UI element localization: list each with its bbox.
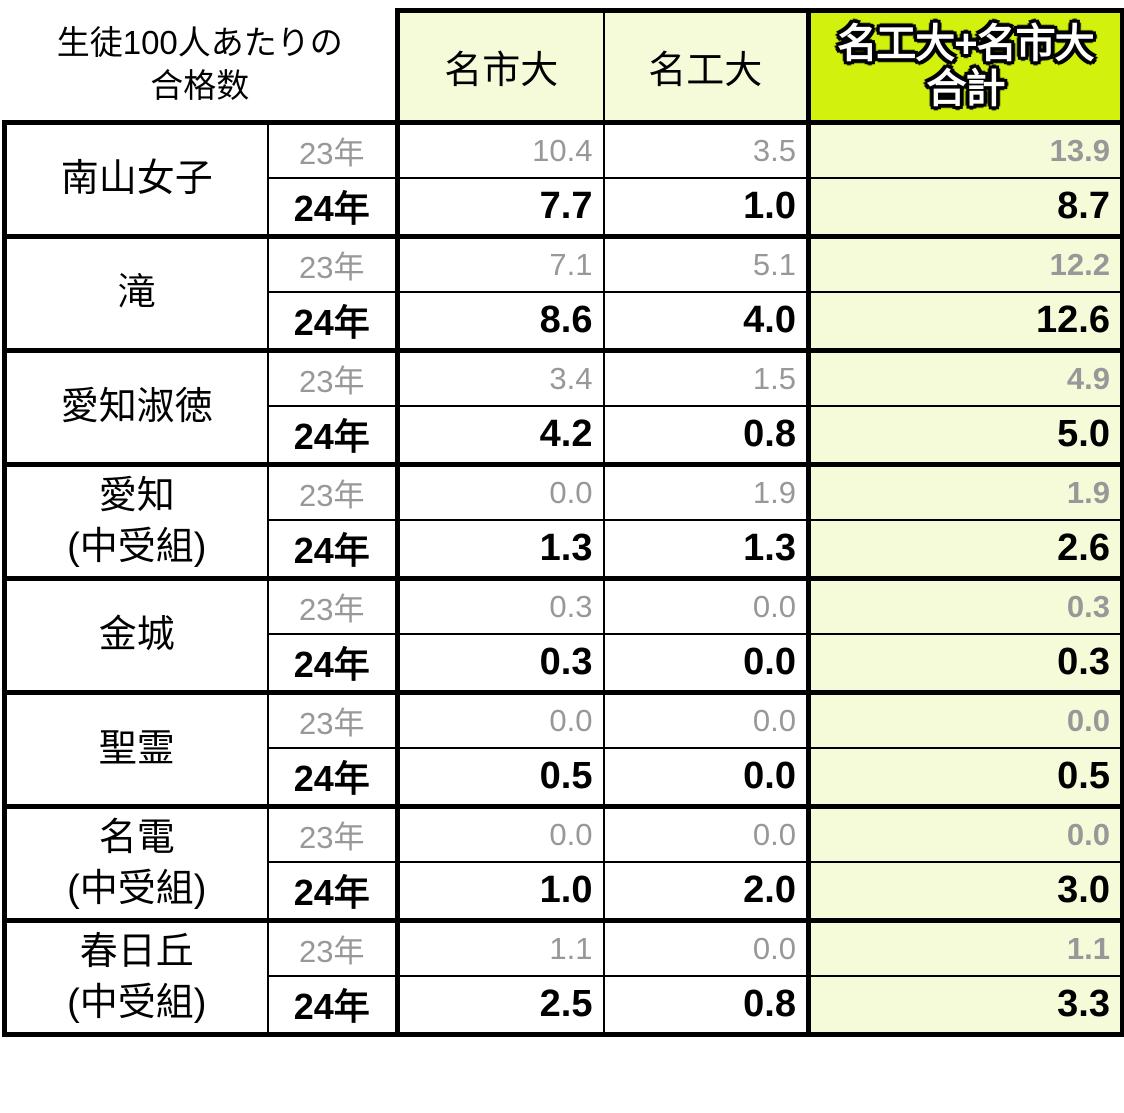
value-meishidai: 10.4 — [397, 120, 605, 179]
school-name: 春日丘 (中受組) — [2, 918, 269, 1037]
value-meishidai: 1.0 — [397, 861, 605, 923]
value-meishidai: 7.7 — [397, 177, 605, 239]
value-meishidai: 0.0 — [397, 690, 605, 749]
value-total: 0.3 — [808, 576, 1124, 635]
value-total: 2.6 — [808, 519, 1124, 581]
value-meishidai: 0.0 — [397, 462, 605, 521]
year-label: 23年 — [267, 690, 400, 749]
school-name: 愛知 (中受組) — [2, 462, 269, 581]
value-total: 1.9 — [808, 462, 1124, 521]
value-meikodai: 1.0 — [603, 177, 811, 239]
year-label: 24年 — [267, 291, 400, 353]
year-label: 23年 — [267, 234, 400, 293]
value-meikodai: 0.0 — [603, 633, 811, 695]
table-row: 滝 23年 7.1 5.1 12.2 — [2, 234, 1124, 353]
value-meishidai: 3.4 — [397, 348, 605, 407]
value-total: 0.0 — [808, 804, 1124, 863]
year-label: 24年 — [267, 177, 400, 239]
year-label: 23年 — [267, 576, 400, 635]
value-meikodai: 3.5 — [603, 120, 811, 179]
admissions-per-100-students-table: 生徒100人あたりの 合格数 名市大 名工大 名工大+名市大 合計 南山女子 2… — [2, 8, 1124, 1037]
value-meikodai: 2.0 — [603, 861, 811, 923]
value-meishidai: 0.3 — [397, 576, 605, 635]
value-meikodai: 0.8 — [603, 975, 811, 1037]
table-row: 聖霊 23年 0.0 0.0 0.0 — [2, 690, 1124, 809]
year-label: 24年 — [267, 519, 400, 581]
table-row: 24年 8.6 4.0 12.6 — [5, 291, 1124, 353]
value-total: 5.0 — [808, 405, 1124, 467]
value-total: 0.0 — [808, 690, 1124, 749]
table-row: 春日丘 (中受組) 23年 1.1 0.0 1.1 — [2, 918, 1124, 1037]
value-meishidai: 8.6 — [397, 291, 605, 353]
value-meishidai: 4.2 — [397, 405, 605, 467]
value-total: 1.1 — [808, 918, 1124, 977]
value-meishidai: 2.5 — [397, 975, 605, 1037]
value-meishidai: 1.3 — [397, 519, 605, 581]
value-meikodai: 0.0 — [603, 918, 811, 977]
value-total: 12.6 — [808, 291, 1124, 353]
table-row: 24年 2.5 0.8 3.3 — [5, 975, 1124, 1037]
column-header-total: 名工大+名市大 合計 — [806, 8, 1124, 125]
table-row: 24年 0.3 0.0 0.3 — [5, 633, 1124, 695]
table-row: 愛知 (中受組) 23年 0.0 1.9 1.9 — [2, 462, 1124, 581]
value-meikodai: 0.0 — [603, 576, 811, 635]
value-meikodai: 4.0 — [603, 291, 811, 353]
value-meikodai: 5.1 — [603, 234, 811, 293]
value-meikodai: 0.0 — [603, 690, 811, 749]
table-row: 24年 4.2 0.8 5.0 — [5, 405, 1124, 467]
year-label: 23年 — [267, 120, 400, 179]
year-label: 23年 — [267, 918, 400, 977]
year-label: 23年 — [267, 348, 400, 407]
year-label: 23年 — [267, 462, 400, 521]
year-label: 24年 — [267, 975, 400, 1037]
table-row: 名電 (中受組) 23年 0.0 0.0 0.0 — [2, 804, 1124, 923]
header-row: 生徒100人あたりの 合格数 名市大 名工大 名工大+名市大 合計 — [4, 8, 1124, 125]
table-row: 愛知淑徳 23年 3.4 1.5 4.9 — [2, 348, 1124, 467]
school-name: 名電 (中受組) — [2, 804, 269, 923]
year-label: 24年 — [267, 633, 400, 695]
value-total: 8.7 — [808, 177, 1124, 239]
value-total: 4.9 — [808, 348, 1124, 407]
table-row: 金城 23年 0.3 0.0 0.3 — [2, 576, 1124, 695]
value-total: 3.3 — [808, 975, 1124, 1037]
table-row: 24年 7.7 1.0 8.7 — [5, 177, 1124, 239]
column-header-meishidai: 名市大 — [395, 8, 605, 125]
school-name: 聖霊 — [2, 690, 269, 809]
school-name: 愛知淑徳 — [2, 348, 269, 467]
value-meishidai: 1.1 — [397, 918, 605, 977]
value-total: 12.2 — [808, 234, 1124, 293]
page: 生徒100人あたりの 合格数 名市大 名工大 名工大+名市大 合計 南山女子 2… — [2, 8, 1124, 1037]
year-label: 24年 — [267, 405, 400, 467]
value-meikodai: 0.8 — [603, 405, 811, 467]
table-title: 生徒100人あたりの 合格数 — [4, 10, 398, 123]
value-meikodai: 0.0 — [603, 804, 811, 863]
school-name: 南山女子 — [2, 120, 269, 239]
table-row: 南山女子 23年 10.4 3.5 13.9 — [2, 120, 1124, 239]
column-header-meikodai: 名工大 — [602, 8, 811, 125]
value-meikodai: 1.3 — [603, 519, 811, 581]
value-meishidai: 0.5 — [397, 747, 605, 809]
value-meishidai: 0.0 — [397, 804, 605, 863]
value-total: 0.5 — [808, 747, 1124, 809]
table-row: 24年 0.5 0.0 0.5 — [5, 747, 1124, 809]
table-row: 24年 1.0 2.0 3.0 — [5, 861, 1124, 923]
school-name: 金城 — [2, 576, 269, 695]
value-meishidai: 0.3 — [397, 633, 605, 695]
value-total: 0.3 — [808, 633, 1124, 695]
school-name: 滝 — [2, 234, 269, 353]
table-row: 24年 1.3 1.3 2.6 — [5, 519, 1124, 581]
value-meikodai: 1.5 — [603, 348, 811, 407]
year-label: 24年 — [267, 747, 400, 809]
value-meikodai: 0.0 — [603, 747, 811, 809]
value-meishidai: 7.1 — [397, 234, 605, 293]
value-meikodai: 1.9 — [603, 462, 811, 521]
year-label: 24年 — [267, 861, 400, 923]
value-total: 3.0 — [808, 861, 1124, 923]
value-total: 13.9 — [808, 120, 1124, 179]
year-label: 23年 — [267, 804, 400, 863]
